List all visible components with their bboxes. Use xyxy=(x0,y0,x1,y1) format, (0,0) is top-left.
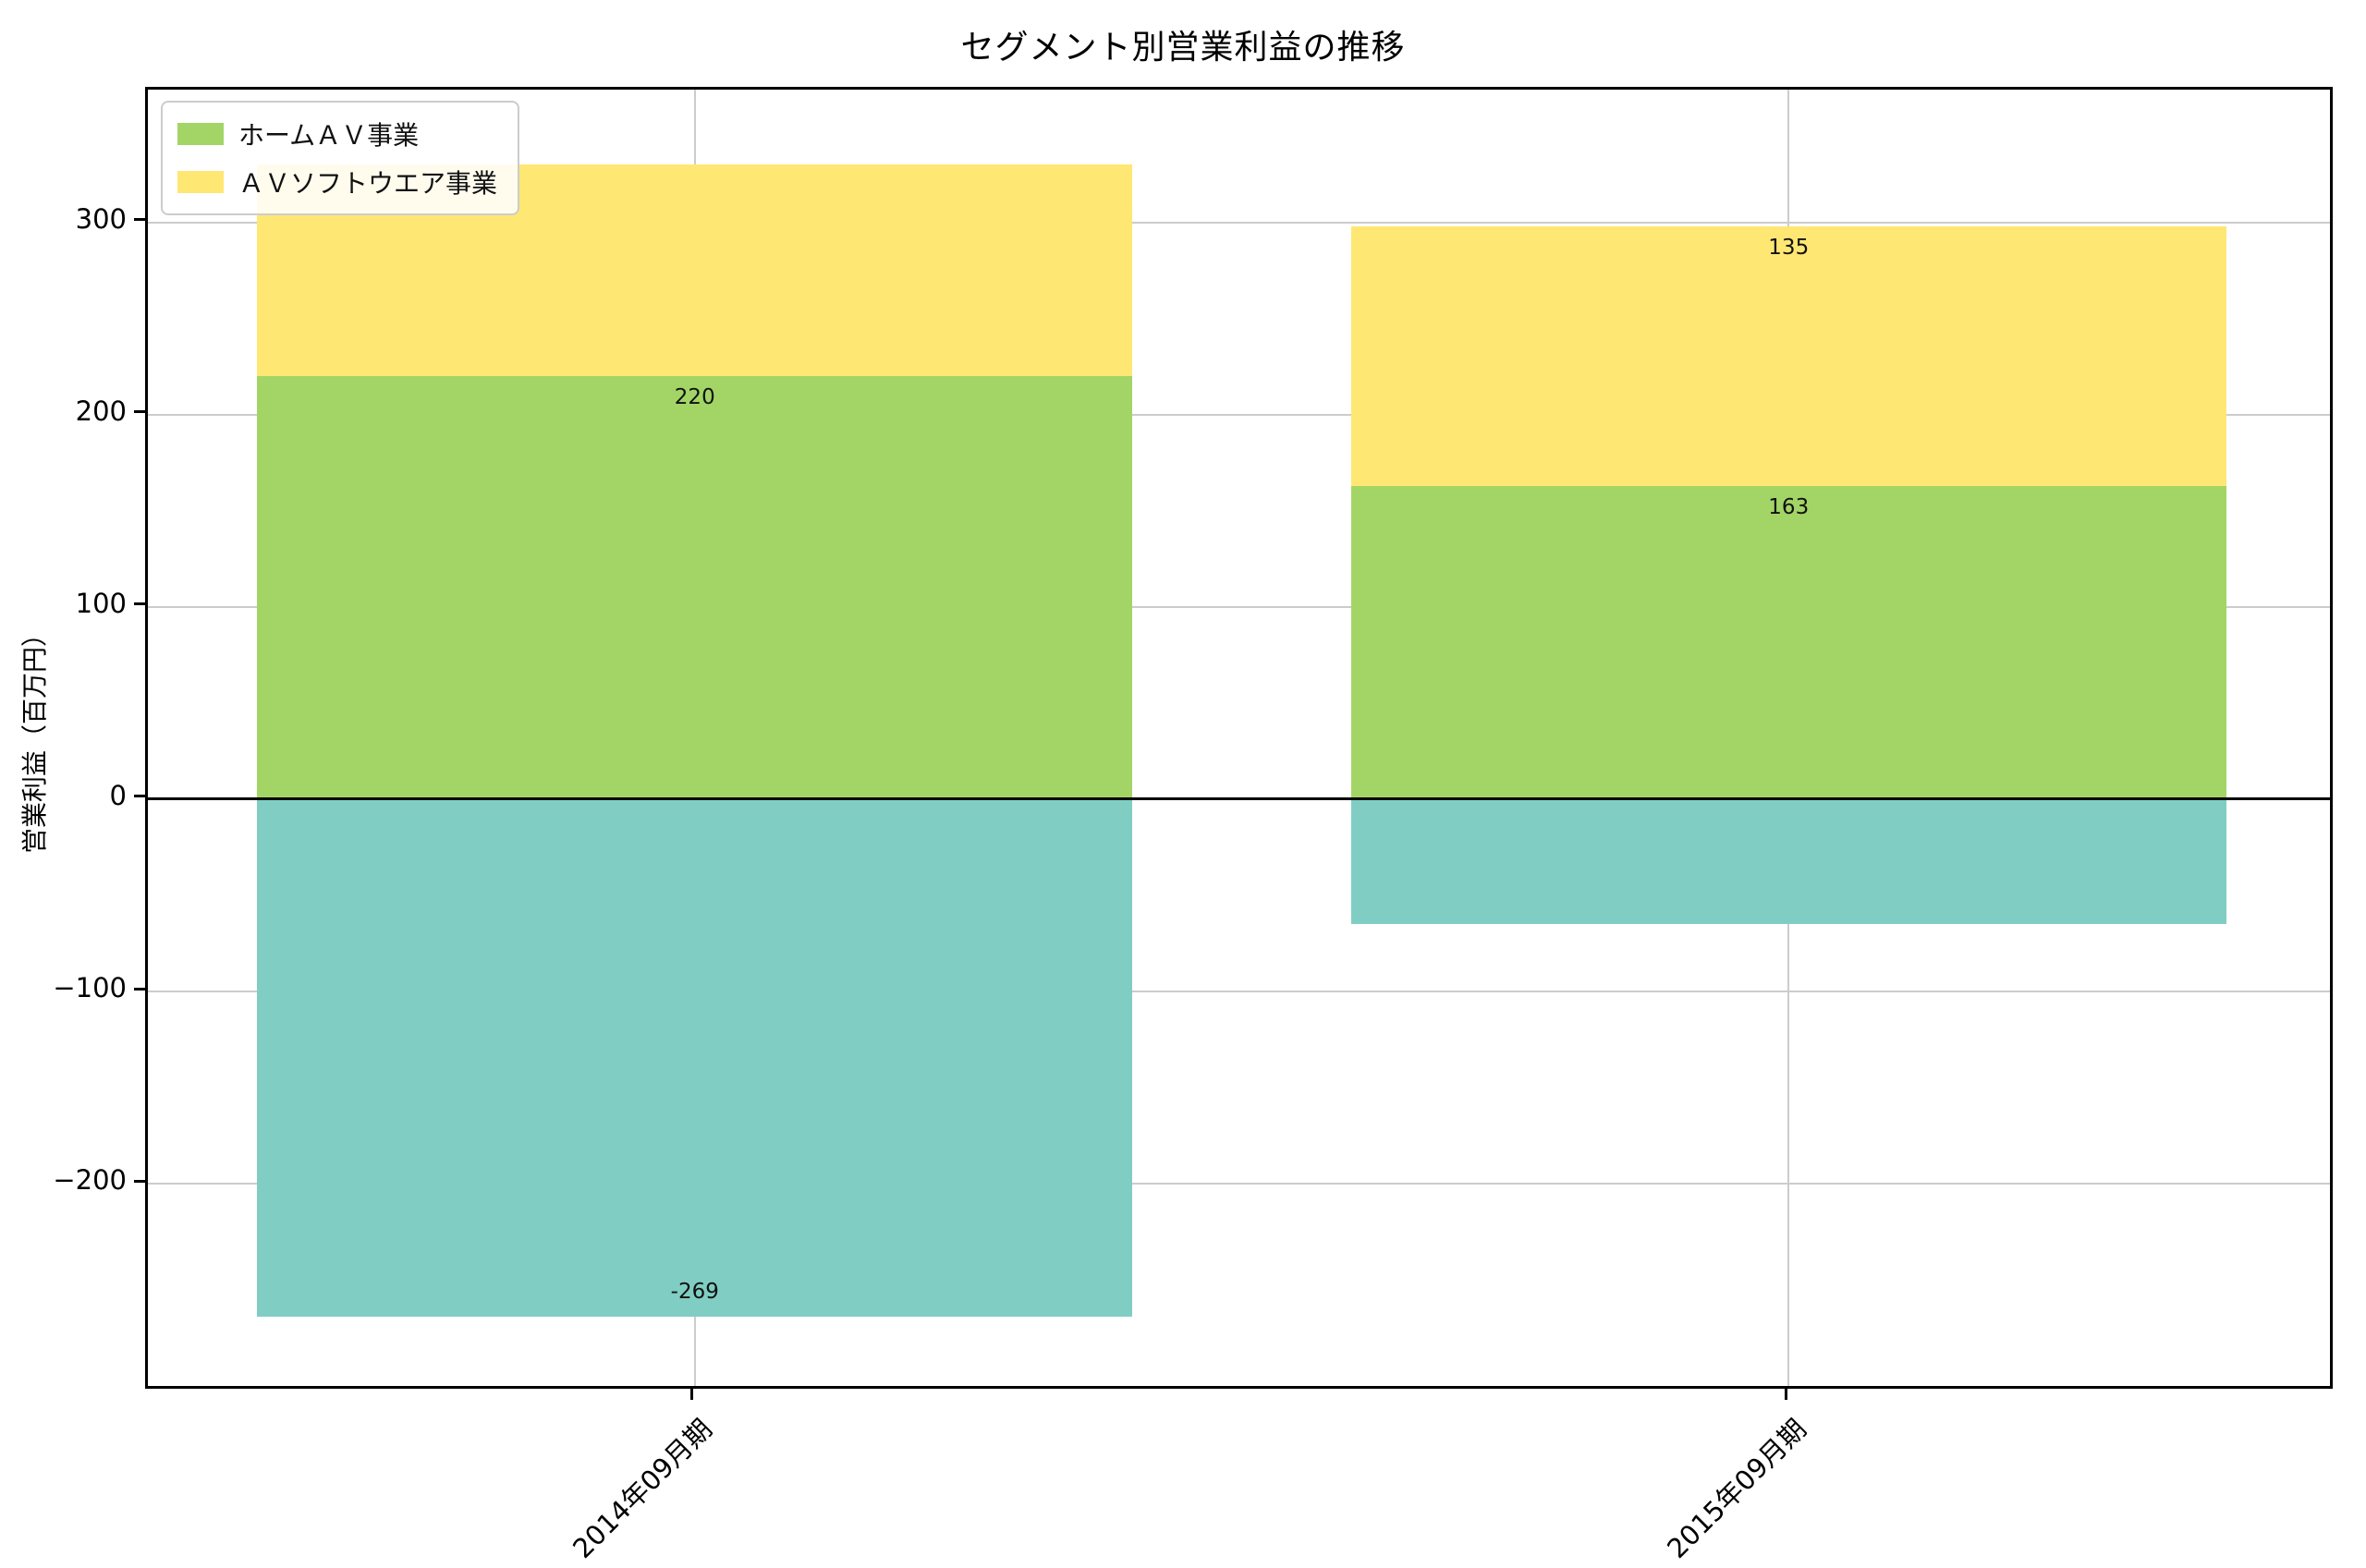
bar-value-label: 135 xyxy=(1768,235,1810,260)
y-tick-mark xyxy=(134,795,145,798)
y-tick-mark xyxy=(134,987,145,991)
x-tick-label: 2015年09月期 xyxy=(1660,1413,1812,1565)
y-tick-label: 0 xyxy=(109,779,127,811)
y-tick-label: 100 xyxy=(75,587,127,619)
bar-segment xyxy=(1350,225,2226,486)
y-tick-label: −100 xyxy=(53,972,127,1004)
h-gridline xyxy=(148,413,2330,416)
zero-line xyxy=(148,797,2330,801)
h-gridline xyxy=(148,991,2330,993)
h-gridline xyxy=(148,221,2330,224)
x-tick-mark xyxy=(690,1389,694,1400)
legend-color-patch xyxy=(177,123,224,145)
y-tick-mark xyxy=(134,602,145,606)
y-tick-label: 200 xyxy=(75,395,127,427)
legend-entry: ホームＡＶ事業 xyxy=(177,115,497,152)
bar-segment xyxy=(1350,485,2226,799)
y-tick-mark xyxy=(134,218,145,222)
legend: ホームＡＶ事業 ＡＶソフトウエア事業 xyxy=(161,101,520,215)
bar-segment xyxy=(257,376,1133,799)
legend-entry: ＡＶソフトウエア事業 xyxy=(177,164,497,201)
bar-value-label: -269 xyxy=(670,1279,719,1304)
h-gridline xyxy=(148,1183,2330,1185)
bar-segment xyxy=(1350,798,2226,925)
legend-label: ホームＡＶ事業 xyxy=(238,120,420,151)
y-axis-label: 営業利益（百万円） xyxy=(19,620,50,855)
y-tick-label: 300 xyxy=(75,202,127,235)
legend-label: ＡＶソフトウエア事業 xyxy=(238,168,498,199)
legend-color-patch xyxy=(177,171,224,193)
y-tick-mark xyxy=(134,410,145,414)
y-tick-mark xyxy=(134,1179,145,1183)
y-tick-label: −200 xyxy=(53,1164,127,1197)
bar-segment xyxy=(257,798,1133,1317)
x-tick-mark xyxy=(1784,1389,1787,1400)
bar-value-label: 163 xyxy=(1768,494,1810,519)
bar-value-label: 220 xyxy=(674,385,715,410)
x-tick-label: 2014年09月期 xyxy=(567,1413,719,1565)
chart-title: セグメント別営業利益の推移 xyxy=(960,29,1406,67)
plot-area: 220 -269 163 135 ホームＡＶ事業 ＡＶソフトウエア事業 xyxy=(145,87,2333,1389)
h-gridline xyxy=(148,605,2330,608)
